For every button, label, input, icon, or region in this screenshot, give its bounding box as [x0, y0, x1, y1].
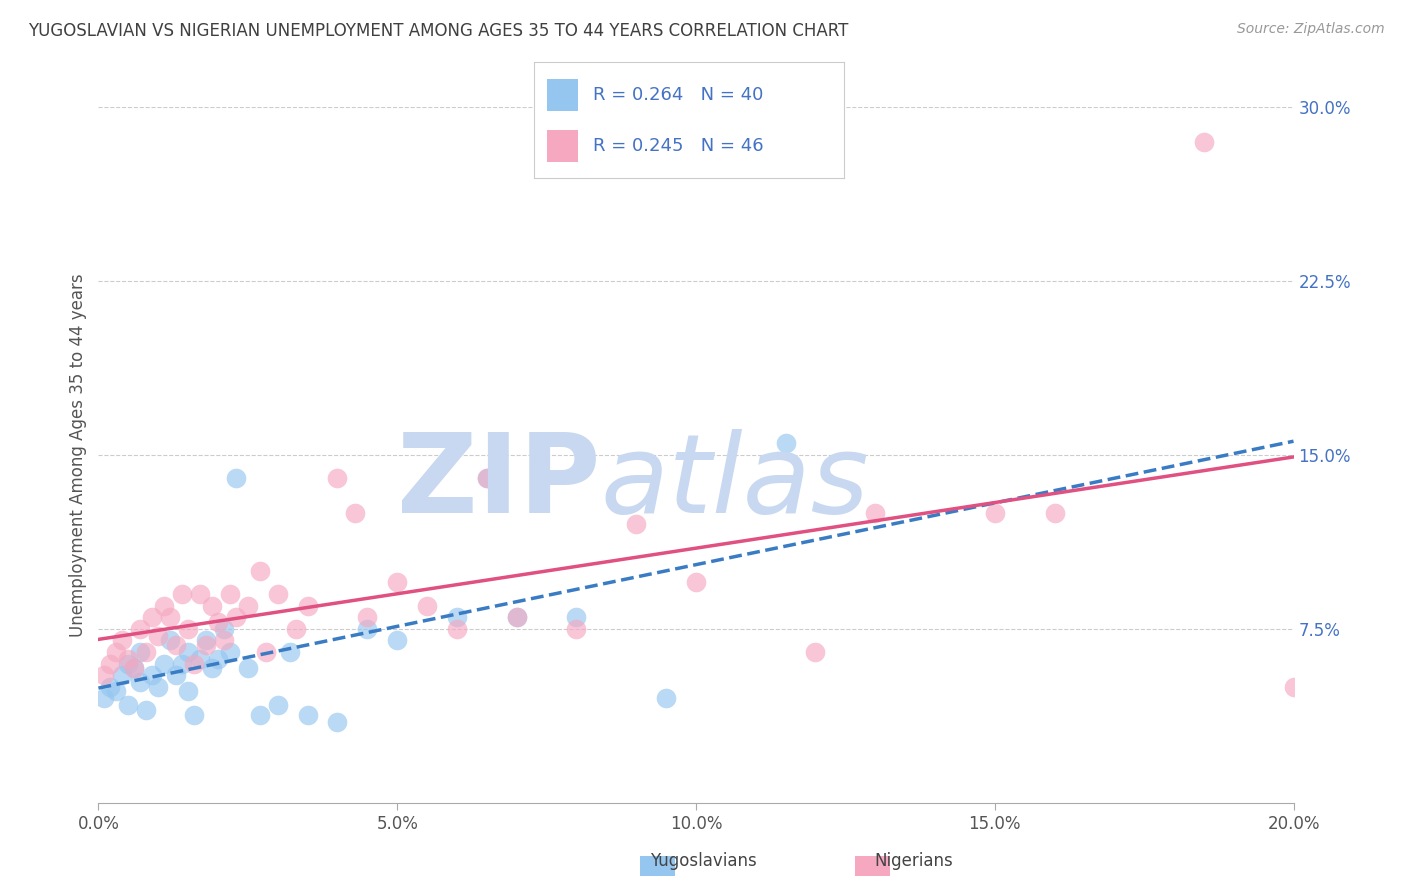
Point — [775, 436, 797, 450]
Point — [297, 599, 319, 613]
Point — [183, 657, 205, 671]
Point — [685, 575, 707, 590]
Point — [236, 599, 259, 613]
Point — [297, 707, 319, 722]
Point — [177, 645, 200, 659]
Point — [225, 471, 247, 485]
Point — [446, 610, 468, 624]
Y-axis label: Unemployment Among Ages 35 to 44 years: Unemployment Among Ages 35 to 44 years — [69, 273, 87, 637]
Point — [249, 564, 271, 578]
Point — [1282, 680, 1305, 694]
Point — [105, 645, 128, 659]
Point — [416, 599, 439, 613]
Point — [212, 633, 235, 648]
Point — [183, 707, 205, 722]
Bar — [547, 129, 578, 162]
Point — [148, 629, 170, 643]
Point — [356, 610, 378, 624]
Bar — [547, 78, 578, 112]
Point — [326, 714, 349, 729]
Text: R = 0.245   N = 46: R = 0.245 N = 46 — [593, 137, 763, 155]
Point — [129, 675, 152, 690]
Point — [475, 471, 498, 485]
Text: YUGOSLAVIAN VS NIGERIAN UNEMPLOYMENT AMONG AGES 35 TO 44 YEARS CORRELATION CHART: YUGOSLAVIAN VS NIGERIAN UNEMPLOYMENT AMO… — [28, 22, 848, 40]
Point — [141, 610, 163, 624]
Point — [188, 652, 211, 666]
Point — [212, 622, 235, 636]
Point — [278, 645, 301, 659]
Point — [565, 622, 588, 636]
Point — [141, 668, 163, 682]
Point — [249, 707, 271, 722]
Point — [254, 645, 277, 659]
Point — [626, 517, 648, 532]
Point — [1192, 135, 1215, 149]
Point — [865, 506, 887, 520]
Text: R = 0.264   N = 40: R = 0.264 N = 40 — [593, 86, 763, 103]
Point — [284, 622, 307, 636]
Point — [385, 575, 409, 590]
Point — [111, 633, 134, 648]
Point — [1043, 506, 1066, 520]
Point — [446, 622, 468, 636]
Point — [984, 506, 1007, 520]
Point — [201, 599, 224, 613]
Point — [207, 615, 229, 629]
Point — [195, 633, 218, 648]
Point — [236, 661, 259, 675]
Text: Yugoslavians: Yugoslavians — [650, 852, 756, 870]
Point — [135, 703, 157, 717]
Point — [100, 657, 122, 671]
Point — [100, 680, 122, 694]
Point — [506, 610, 529, 624]
Point — [344, 506, 367, 520]
Point — [129, 645, 152, 659]
Point — [219, 645, 242, 659]
Point — [172, 657, 194, 671]
Point — [117, 652, 139, 666]
Point — [124, 661, 146, 675]
Text: Source: ZipAtlas.com: Source: ZipAtlas.com — [1237, 22, 1385, 37]
Point — [201, 661, 224, 675]
Point — [195, 638, 218, 652]
Point — [475, 471, 498, 485]
Point — [172, 587, 194, 601]
Text: Nigerians: Nigerians — [875, 852, 953, 870]
Point — [506, 610, 529, 624]
Point — [124, 661, 146, 675]
Point — [105, 684, 128, 698]
Point — [326, 471, 349, 485]
Point — [93, 668, 115, 682]
Point — [207, 652, 229, 666]
Point — [219, 587, 242, 601]
Point — [267, 587, 290, 601]
Point — [159, 633, 181, 648]
Point — [129, 622, 152, 636]
Point — [804, 645, 827, 659]
Point — [225, 610, 247, 624]
Point — [385, 633, 409, 648]
Text: atlas: atlas — [600, 429, 869, 536]
Point — [117, 657, 139, 671]
Point — [111, 668, 134, 682]
Point — [267, 698, 290, 713]
Point — [165, 638, 187, 652]
Point — [148, 680, 170, 694]
Point — [135, 645, 157, 659]
Point — [153, 657, 176, 671]
Point — [177, 622, 200, 636]
Point — [117, 698, 139, 713]
Point — [188, 587, 211, 601]
Point — [655, 691, 678, 706]
Point — [165, 668, 187, 682]
Point — [356, 622, 378, 636]
Point — [153, 599, 176, 613]
Point — [93, 691, 115, 706]
Point — [177, 684, 200, 698]
Point — [159, 610, 181, 624]
Point — [565, 610, 588, 624]
Text: ZIP: ZIP — [396, 429, 600, 536]
